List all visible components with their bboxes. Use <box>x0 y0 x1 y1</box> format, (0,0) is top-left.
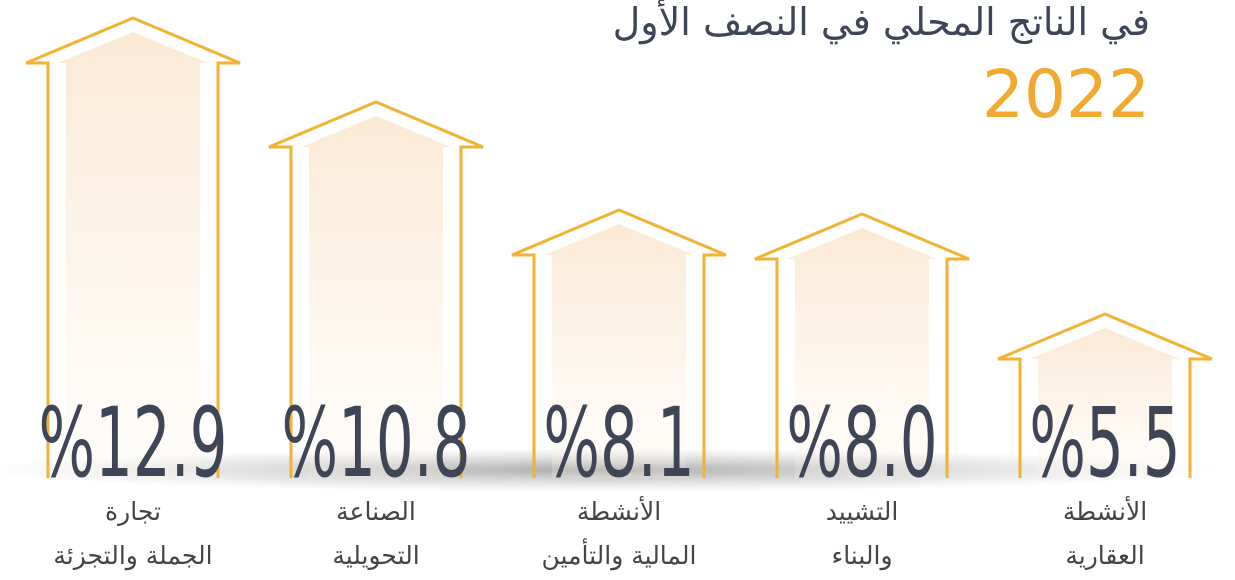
value-label: %12.9 <box>38 387 227 499</box>
value-label: %8.0 <box>786 387 937 499</box>
arrow-fill <box>1030 328 1180 478</box>
value-label: %10.8 <box>281 387 470 499</box>
arrow <box>754 212 970 478</box>
arrow-fill <box>787 228 937 478</box>
category-label: الجملة والتجزئة <box>53 541 213 570</box>
category-label: والبناء <box>831 541 893 570</box>
arrow-outline <box>25 16 241 478</box>
category-label: العقارية <box>1065 541 1145 570</box>
arrow <box>25 16 241 478</box>
arrow-outline <box>268 100 484 478</box>
arrow-outline <box>754 212 970 478</box>
arrow-fill <box>58 32 208 478</box>
value-label: %8.1 <box>543 387 694 499</box>
subtitle: 2022 <box>982 56 1150 133</box>
category-label: الأنشطة <box>576 497 662 526</box>
arrow-fill <box>544 224 694 478</box>
value-label: %5.5 <box>1029 387 1180 499</box>
arrow-outline <box>997 312 1213 478</box>
category-label: التشييد <box>825 497 899 526</box>
category-label: التحويلية <box>332 541 420 570</box>
title: في الناتج المحلي في النصف الأول <box>612 0 1150 44</box>
category-label: المالية والتأمين <box>541 541 697 570</box>
arrow <box>268 100 484 478</box>
arrow-outline <box>511 208 727 478</box>
arrow-fill <box>301 116 451 478</box>
arrow <box>511 208 727 478</box>
category-label: الأنشطة <box>1062 497 1148 526</box>
category-label: الصناعة <box>336 497 416 526</box>
arrow <box>997 312 1213 478</box>
category-label: تجارة <box>105 497 161 526</box>
